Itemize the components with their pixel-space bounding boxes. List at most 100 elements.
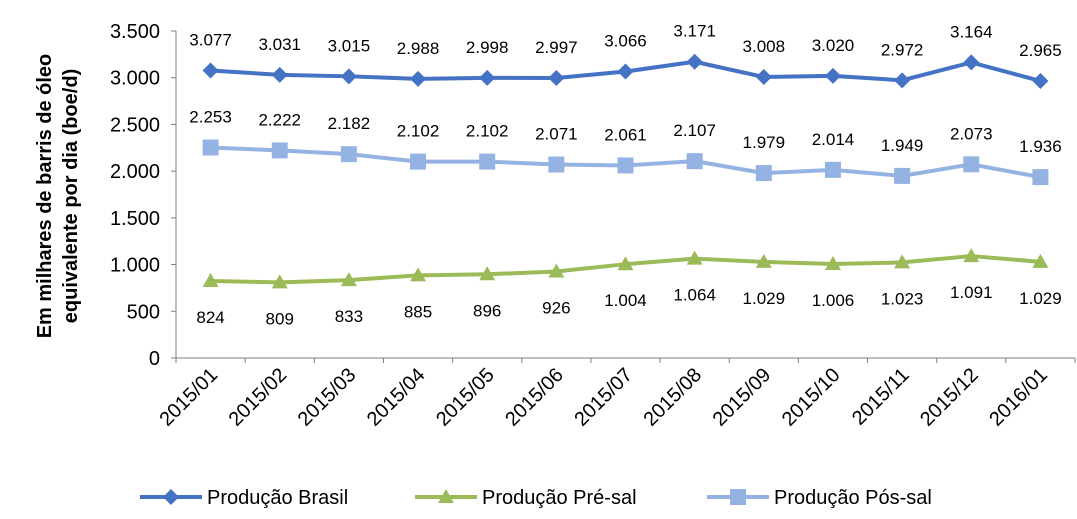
data-label-producao-pre-sal: 1.064 [673, 286, 716, 305]
data-point-producao-brasil [894, 72, 911, 89]
legend: Produção Brasil Produção Pré-sal Produção … [140, 487, 932, 509]
data-point-producao-brasil [410, 70, 427, 87]
x-tick-label: 2015/10 [778, 364, 845, 431]
x-tick-label: 2015/04 [363, 364, 430, 431]
y-tick-label: 500 [127, 301, 160, 323]
data-label-producao-pos-sal: 2.102 [397, 122, 440, 141]
data-point-producao-pre-sal [755, 253, 772, 268]
y-tick-label: 2.500 [110, 114, 160, 136]
data-label-producao-brasil: 2.965 [1019, 41, 1062, 60]
data-point-producao-pos-sal [686, 153, 703, 170]
data-label-producao-pre-sal: 824 [196, 308, 224, 327]
data-label-producao-pos-sal: 2.102 [466, 122, 509, 141]
series-group [202, 53, 1049, 289]
series-producao-pos-sal [202, 139, 1049, 186]
data-label-producao-brasil: 2.988 [397, 39, 440, 58]
data-point-producao-brasil [340, 68, 357, 85]
data-label-producao-pos-sal: 2.107 [673, 121, 716, 140]
data-label-producao-pre-sal: 1.091 [950, 283, 993, 302]
y-axis-title-line: equivalente por dia (boe/d) [60, 69, 82, 323]
data-point-producao-brasil [617, 63, 634, 80]
data-label-producao-pos-sal: 1.979 [743, 133, 786, 152]
legend-label: Produção Pós-sal [774, 487, 932, 509]
data-point-producao-pos-sal [340, 146, 357, 163]
y-tick-label: 0 [149, 348, 160, 370]
data-label-producao-pre-sal: 1.023 [881, 289, 924, 308]
legend-marker [730, 489, 746, 505]
data-label-producao-brasil: 3.077 [189, 31, 232, 50]
data-label-producao-brasil: 3.020 [812, 36, 855, 55]
legend-label: Produção Pré-sal [482, 487, 637, 509]
y-tick-label: 3.000 [110, 68, 160, 90]
y-tick-labels: 0 500 1.000 1.500 2.000 2.500 3.000 3.500 [110, 21, 160, 370]
data-label-producao-pos-sal: 1.949 [881, 136, 924, 155]
data-point-producao-brasil [202, 62, 219, 79]
data-point-producao-brasil [548, 69, 565, 86]
data-point-producao-pre-sal [479, 266, 496, 281]
data-point-producao-pre-sal [824, 256, 841, 271]
y-tick-label: 2.000 [110, 161, 160, 183]
data-point-producao-brasil [1032, 72, 1049, 89]
data-label-producao-pre-sal: 926 [542, 298, 570, 317]
data-point-producao-pre-sal [1032, 253, 1049, 268]
data-label-producao-brasil: 3.008 [743, 37, 786, 56]
legend-item-producao-brasil: Produção Brasil [140, 487, 348, 509]
data-point-producao-pre-sal [617, 256, 634, 271]
legend-label: Produção Brasil [207, 487, 348, 509]
y-axis-title-line: Em milhares de barris de óleo [34, 54, 56, 339]
data-point-producao-brasil [686, 53, 703, 70]
data-label-producao-pre-sal: 1.004 [604, 291, 647, 310]
x-tick-label: 2015/08 [640, 364, 707, 431]
data-point-producao-pre-sal [202, 273, 219, 288]
data-point-producao-pos-sal [824, 161, 841, 178]
data-point-producao-pre-sal [340, 272, 357, 287]
data-label-producao-pre-sal: 833 [335, 307, 363, 326]
data-label-producao-brasil: 2.998 [466, 38, 509, 57]
data-label-producao-pre-sal: 896 [473, 301, 501, 320]
data-point-producao-brasil [963, 54, 980, 71]
series-producao-pre-sal [202, 248, 1049, 289]
data-point-producao-brasil [479, 69, 496, 86]
y-tick-label: 3.500 [110, 21, 160, 43]
data-label-producao-pre-sal: 809 [266, 309, 294, 328]
data-label-producao-pos-sal: 2.222 [258, 110, 301, 129]
data-label-producao-brasil: 3.171 [673, 22, 716, 41]
data-label-producao-pre-sal: 885 [404, 302, 432, 321]
data-point-producao-brasil [824, 67, 841, 84]
data-point-producao-pre-sal [271, 274, 288, 289]
data-label-producao-pos-sal: 2.071 [535, 125, 578, 144]
y-axis-title: Em milhares de barris de óleo equivalente… [34, 54, 82, 339]
data-label-producao-brasil: 3.164 [950, 22, 993, 41]
data-label-producao-brasil: 3.015 [328, 36, 371, 55]
data-point-producao-pre-sal [686, 250, 703, 265]
data-point-producao-pos-sal [1032, 169, 1049, 186]
data-point-producao-pos-sal [410, 153, 427, 170]
x-tick-label: 2015/09 [709, 364, 776, 431]
y-tick-label: 1.000 [110, 255, 160, 277]
y-axis-title-text: Em milhares de barris de óleo equivalente… [34, 54, 82, 339]
data-point-producao-pos-sal [202, 139, 219, 156]
data-point-producao-pre-sal [410, 267, 427, 282]
data-label-producao-pre-sal: 1.029 [743, 289, 786, 308]
data-point-producao-brasil [271, 66, 288, 83]
data-labels-group: 3.077 3.031 3.015 2.988 2.998 2.997 3.066 3.171… [189, 22, 1061, 329]
x-tick-label: 2016/01 [985, 364, 1052, 431]
data-label-producao-pos-sal: 2.014 [812, 130, 855, 149]
data-label-producao-brasil: 2.997 [535, 38, 578, 57]
legend-item-producao-pre-sal: Produção Pré-sal [415, 487, 637, 509]
x-tick-label: 2015/01 [155, 364, 222, 431]
data-point-producao-pos-sal [755, 165, 772, 182]
x-tick-label: 2015/07 [570, 364, 637, 431]
data-point-producao-pre-sal [963, 248, 980, 263]
data-point-producao-pos-sal [548, 156, 565, 173]
data-label-producao-pos-sal: 2.182 [328, 114, 371, 133]
x-tick-labels: 2015/01 2015/02 2015/03 2015/04 2015/05 2015/… [155, 364, 1052, 431]
axes-group [171, 30, 1076, 363]
data-point-producao-pre-sal [894, 254, 911, 269]
y-tick-label: 1.500 [110, 208, 160, 230]
data-label-producao-brasil: 3.031 [258, 35, 301, 54]
data-label-producao-pos-sal: 2.253 [189, 108, 232, 127]
data-label-producao-brasil: 3.066 [604, 32, 647, 51]
